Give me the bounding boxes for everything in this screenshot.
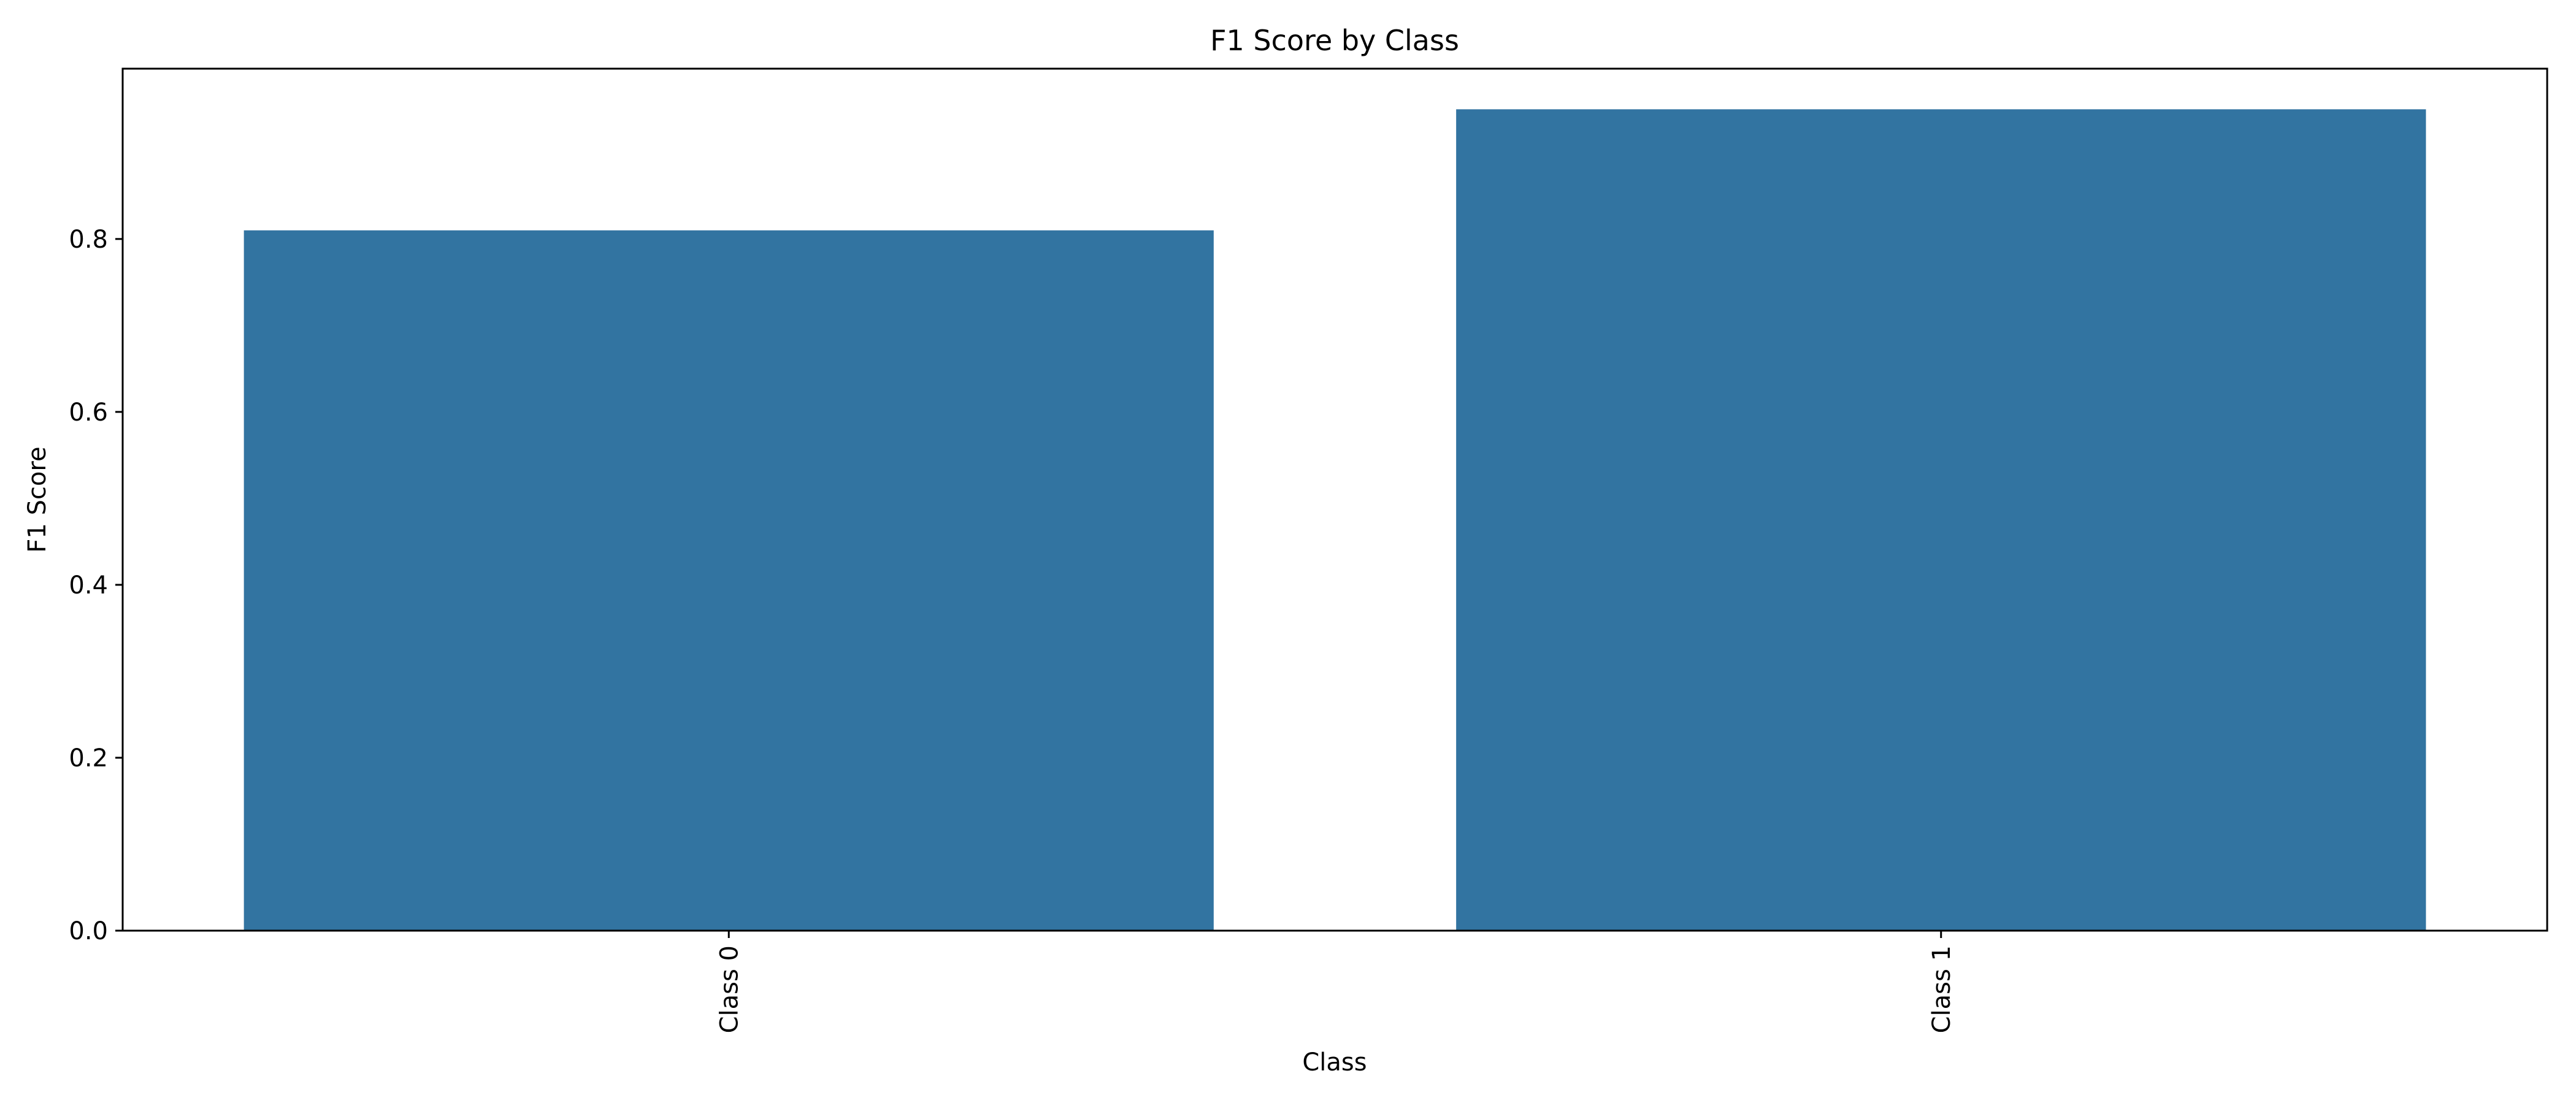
y-tick-label: 0.6 bbox=[69, 399, 108, 427]
y-axis-label: F1 Score bbox=[23, 446, 52, 552]
x-tick-label: Class 1 bbox=[1928, 945, 1956, 1033]
chart-title: F1 Score by Class bbox=[1210, 24, 1459, 57]
y-tick-label: 0.4 bbox=[69, 571, 108, 600]
y-tick-label: 0.2 bbox=[69, 744, 108, 772]
bar-class-1 bbox=[1456, 109, 2426, 931]
x-axis-label: Class bbox=[1302, 1048, 1367, 1077]
plot-frame bbox=[121, 67, 2548, 932]
y-tick-label: 0.8 bbox=[69, 226, 108, 254]
bar-class-0 bbox=[243, 230, 1214, 931]
x-tick-label: Class 0 bbox=[715, 945, 743, 1033]
y-axis: 0.0 0.2 0.4 0.6 0.8 bbox=[69, 226, 123, 945]
bars-layer bbox=[243, 109, 2426, 931]
x-axis: Class 0 Class 1 bbox=[715, 931, 1956, 1033]
y-tick-label: 0.0 bbox=[69, 917, 108, 945]
